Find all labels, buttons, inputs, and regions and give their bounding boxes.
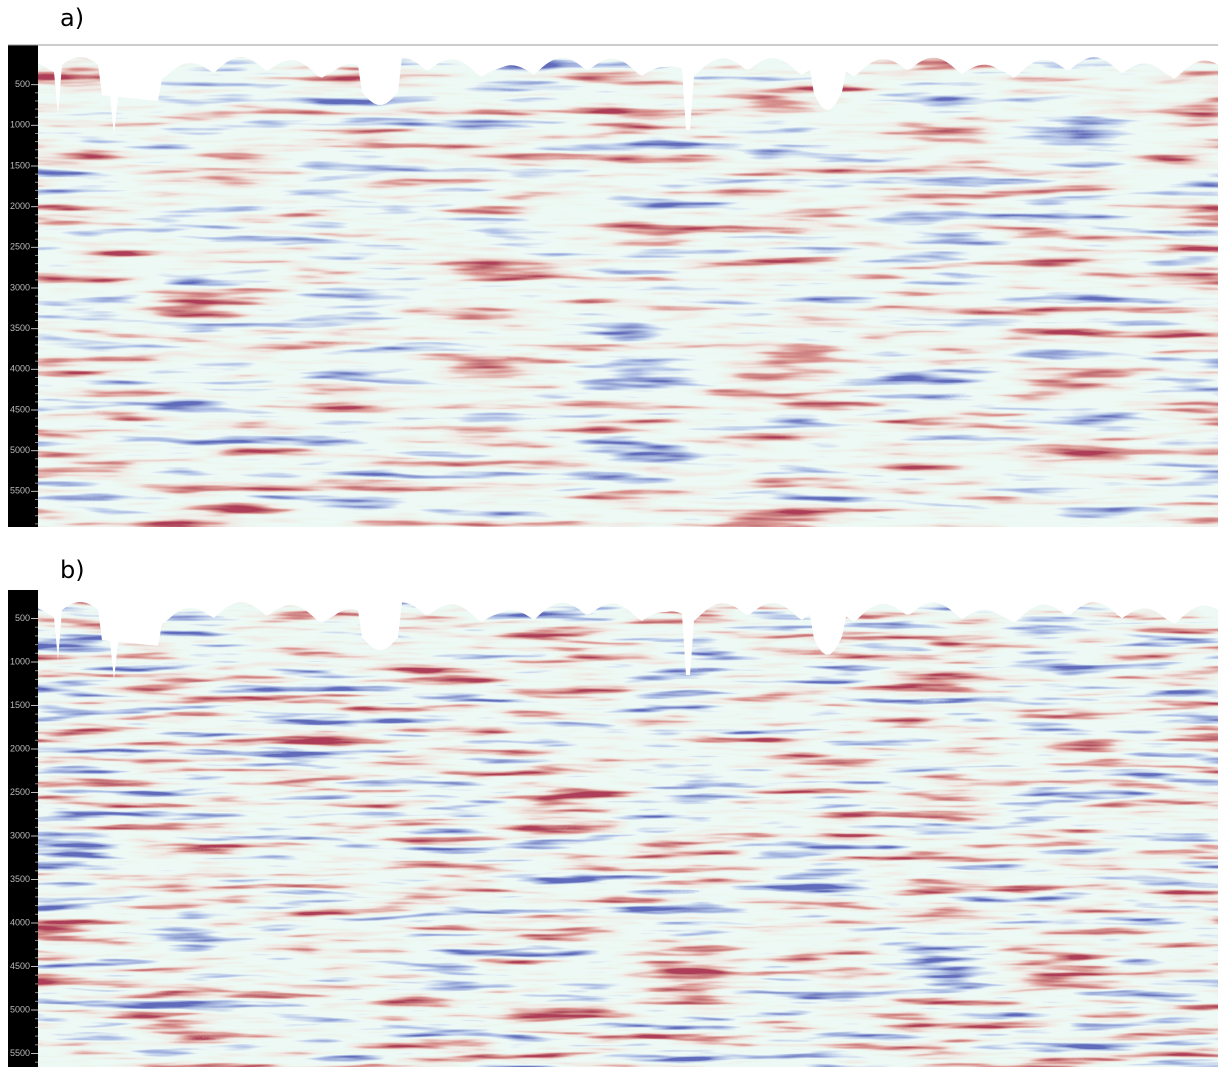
y-tick-label: 4000 bbox=[10, 917, 30, 927]
y-tick-label: 4000 bbox=[10, 364, 30, 374]
top-mask bbox=[38, 45, 1218, 135]
y-tick-label: 1000 bbox=[10, 120, 30, 130]
y-tick-label: 3000 bbox=[10, 282, 30, 292]
y-tick-label: 500 bbox=[15, 613, 30, 623]
panel-label: b) bbox=[60, 556, 85, 584]
seismic-image bbox=[38, 45, 1218, 527]
y-tick-label: 500 bbox=[15, 79, 30, 89]
y-tick-label: 4500 bbox=[10, 404, 30, 414]
seismic-image bbox=[38, 590, 1218, 1067]
y-tick-label: 2000 bbox=[10, 201, 30, 211]
panel: 500 1000 1500 2000 2500 3000 3500 4000 4500 5000 5… bbox=[8, 590, 1218, 1067]
y-tick-label: 3500 bbox=[10, 874, 30, 884]
panel-label: a) bbox=[60, 4, 84, 32]
y-tick-label: 5000 bbox=[10, 445, 30, 455]
y-tick-label: 5000 bbox=[10, 1004, 30, 1014]
y-tick-label: 1000 bbox=[10, 656, 30, 666]
axis-bar bbox=[8, 590, 38, 1067]
y-tick-label: 3000 bbox=[10, 830, 30, 840]
y-tick-label: 2500 bbox=[10, 787, 30, 797]
y-tick-label: 2500 bbox=[10, 242, 30, 252]
y-tick-label: 5500 bbox=[10, 1048, 30, 1058]
y-tick-label: 3500 bbox=[10, 323, 30, 333]
y-tick-label: 1500 bbox=[10, 160, 30, 170]
y-tick-label: 4500 bbox=[10, 961, 30, 971]
y-tick-label: 2000 bbox=[10, 743, 30, 753]
y-tick-label: 5500 bbox=[10, 486, 30, 496]
y-tick-label: 1500 bbox=[10, 700, 30, 710]
top-mask bbox=[38, 590, 1218, 680]
panel: 500 1000 1500 2000 2500 3000 3500 4000 4500 5000 5… bbox=[8, 45, 1218, 527]
